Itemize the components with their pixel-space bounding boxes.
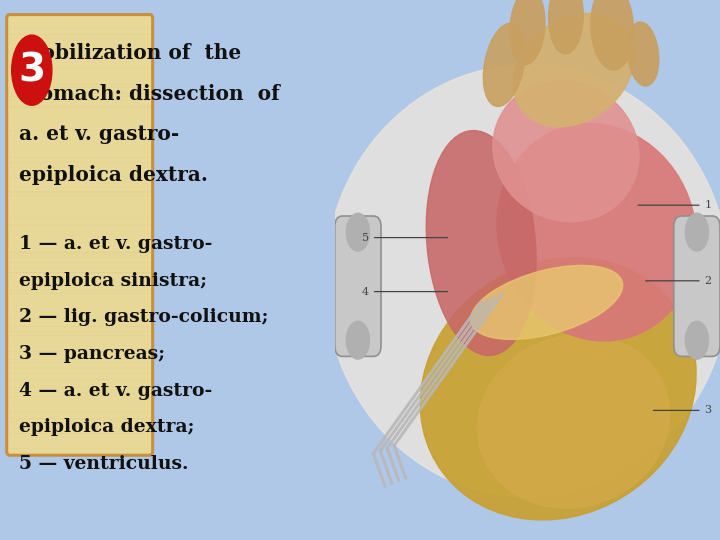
Ellipse shape [510,0,545,65]
Text: 2: 2 [646,276,711,286]
Ellipse shape [685,213,708,251]
Text: epiploica sinistra;: epiploica sinistra; [19,272,207,289]
Text: 3 — pancreas;: 3 — pancreas; [19,345,166,363]
FancyBboxPatch shape [335,216,381,356]
Ellipse shape [483,23,525,106]
Ellipse shape [471,265,623,340]
FancyBboxPatch shape [674,216,720,356]
Ellipse shape [497,124,696,341]
Ellipse shape [493,80,639,222]
Text: stomach: dissection  of: stomach: dissection of [19,84,280,104]
Text: 3: 3 [654,406,711,415]
Ellipse shape [685,321,708,359]
Text: 1 — a. et v. gastro-: 1 — a. et v. gastro- [19,235,213,253]
Ellipse shape [513,14,634,127]
Text: epiploica dextra.: epiploica dextra. [19,165,208,185]
Text: a. et v. gastro-: a. et v. gastro- [19,124,180,144]
Text: Mobilization of  the: Mobilization of the [19,43,242,63]
Text: 2 — lig. gastro-colicum;: 2 — lig. gastro-colicum; [19,308,269,326]
Ellipse shape [477,334,670,508]
Text: 4: 4 [361,287,448,296]
Text: 4 — a. et v. gastro-: 4 — a. et v. gastro- [19,382,212,400]
Ellipse shape [420,258,696,520]
Ellipse shape [549,0,583,54]
Ellipse shape [426,131,536,355]
Text: 5: 5 [361,233,448,242]
Text: 5 — ventriculus.: 5 — ventriculus. [19,455,189,473]
Ellipse shape [346,213,369,251]
Ellipse shape [591,0,634,70]
Text: 3: 3 [18,51,45,89]
Ellipse shape [627,22,659,86]
Text: 1: 1 [638,200,711,210]
Ellipse shape [346,321,369,359]
FancyBboxPatch shape [6,15,153,455]
Text: epiploica dextra;: epiploica dextra; [19,418,195,436]
Ellipse shape [325,65,720,497]
Ellipse shape [12,35,52,105]
